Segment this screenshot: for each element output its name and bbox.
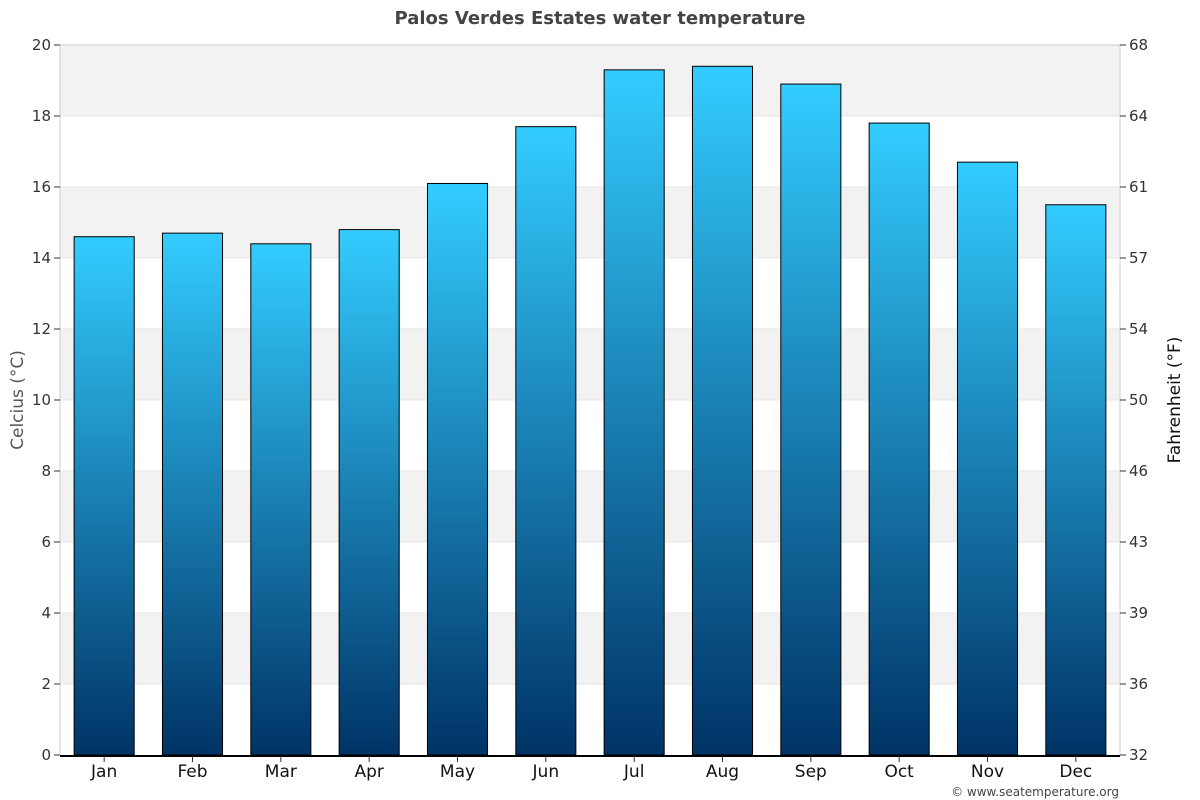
x-tick-label-mar: Mar (265, 762, 297, 782)
right-tick-label: 61 (1129, 178, 1148, 196)
right-axis-ticks: 32 36 39 43 46 50 54 57 61 64 68 (1120, 36, 1148, 764)
left-tick-label: 16 (32, 178, 51, 196)
right-tick-label: 54 (1129, 320, 1148, 338)
x-axis-ticks: Jan Feb Mar Apr May Jun Jul Aug Sep Oct Nov Dec (90, 756, 1092, 782)
right-tick-label: 32 (1129, 746, 1148, 764)
right-tick-label: 36 (1129, 675, 1148, 693)
gridlines (60, 115, 1120, 685)
bar-jul (603, 69, 665, 756)
bar-jun (515, 126, 577, 756)
x-tick-label-apr: Apr (354, 762, 383, 782)
x-tick-label-jun: Jun (532, 762, 560, 782)
x-tick-label-nov: Nov (971, 762, 1004, 782)
y-axis-label-fahrenheit: Fahrenheit (°F) (1165, 337, 1185, 464)
background-band (60, 187, 1120, 258)
x-tick-label-feb: Feb (177, 762, 207, 782)
background-band (60, 329, 1120, 400)
bar-oct (868, 122, 930, 756)
bar-may (426, 182, 489, 756)
right-tick-label: 64 (1129, 107, 1148, 125)
x-tick-label-oct: Oct (884, 762, 914, 782)
bar-sep (780, 83, 842, 756)
x-tick-label-may: May (440, 762, 475, 782)
right-tick-label: 68 (1129, 36, 1148, 54)
background-band (60, 613, 1120, 684)
left-tick-label: 4 (41, 604, 51, 622)
y-axis-label-celsius: Celcius (°C) (8, 350, 28, 450)
bar-nov (956, 161, 1019, 756)
right-tick-label: 39 (1129, 604, 1148, 622)
left-tick-label: 20 (32, 36, 51, 54)
left-tick-label: 18 (32, 107, 51, 125)
left-tick-label: 10 (32, 391, 51, 409)
right-tick-label: 43 (1129, 533, 1148, 551)
chart-title: Palos Verdes Estates water temperature (395, 8, 806, 29)
left-tick-label: 14 (32, 249, 51, 267)
left-tick-label: 0 (41, 746, 51, 764)
right-tick-label: 46 (1129, 462, 1148, 480)
bar-aug (691, 65, 754, 756)
x-tick-label-aug: Aug (706, 762, 739, 782)
background-band (60, 45, 1120, 116)
bar-mar (250, 243, 312, 756)
left-tick-label: 12 (32, 320, 51, 338)
left-tick-label: 2 (41, 675, 51, 693)
background-band (60, 471, 1120, 542)
right-tick-label: 57 (1129, 249, 1148, 267)
background-bands (60, 45, 1120, 684)
x-tick-label-dec: Dec (1059, 762, 1092, 782)
x-tick-label-sep: Sep (795, 762, 827, 782)
x-tick-label-jul: Jul (623, 762, 645, 782)
left-tick-label: 8 (41, 462, 51, 480)
bar-apr (338, 229, 400, 756)
bar-dec (1045, 204, 1107, 756)
bars-group (73, 65, 1107, 756)
right-tick-label: 50 (1129, 391, 1148, 409)
bar-feb (161, 232, 224, 756)
left-tick-label: 6 (41, 533, 51, 551)
x-tick-label-jan: Jan (90, 762, 117, 782)
left-axis-ticks: 0 2 4 6 8 10 12 14 16 18 20 (32, 36, 60, 764)
bar-jan (73, 236, 135, 756)
credit-text: © www.seatemperature.org (951, 785, 1119, 799)
